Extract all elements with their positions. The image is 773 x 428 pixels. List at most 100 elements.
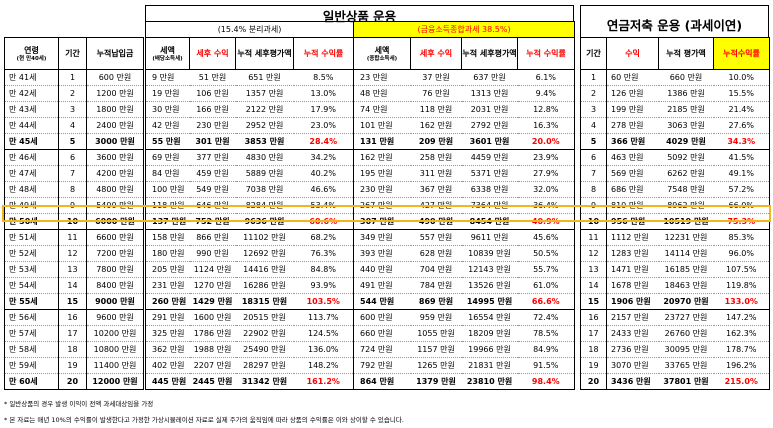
cell-c1: 14416 만원 [235, 261, 294, 278]
cell-pr: 278 만원 [606, 117, 659, 134]
cell-pr: 60 만원 [606, 69, 659, 86]
table-row: 4 278 만원 3063 만원 27.6% [580, 117, 770, 134]
cell-paid: 6000 만원 [86, 213, 144, 230]
cell-age: 만 56세 [4, 309, 59, 326]
cell-c1: 2952 만원 [235, 117, 294, 134]
cell-r1: 103.5% [293, 293, 355, 310]
cell-r2: 84.9% [517, 341, 576, 358]
table-row: 만 55세 15 9000 만원 [4, 293, 144, 310]
cell-prr: 215.0% [713, 373, 770, 390]
cell-paid: 9600 만원 [86, 309, 144, 326]
cell-c1: 20515 만원 [235, 309, 294, 326]
cell-t1: 55 만원 [145, 133, 190, 150]
cell-pn: 1 [580, 69, 607, 86]
cell-t1: 402 만원 [145, 357, 190, 374]
cell-c2: 6338 만원 [461, 181, 518, 198]
cell-age: 만 42세 [4, 85, 59, 102]
cell-pn: 4 [580, 117, 607, 134]
table-row: 만 50세 10 6000 만원 [4, 213, 144, 230]
cell-prr: 57.2% [713, 181, 770, 198]
table-row: 180 만원 990 만원 12692 만원 76.3% 393 만원 628 만원 108… [145, 245, 576, 262]
cell-c2: 19966 만원 [461, 341, 518, 358]
table-row: 158 만원 866 만원 11102 만원 68.2% 349 만원 557 만원 961… [145, 229, 576, 246]
cell-paid: 5400 만원 [86, 197, 144, 214]
cell-prr: 15.5% [713, 85, 770, 102]
cell-t1: 158 만원 [145, 229, 190, 246]
cell-a2: 1055 만원 [410, 325, 462, 342]
cell-a1: 1600 만원 [189, 309, 236, 326]
cell-pc: 37801 만원 [658, 373, 714, 390]
cell-r1: 113.7% [293, 309, 355, 326]
cell-paid: 10200 만원 [86, 325, 144, 342]
cell-pn: 20 [580, 373, 607, 390]
cell-t2: 267 만원 [353, 197, 411, 214]
age-header: 연령 (현 만40세) [4, 37, 59, 70]
cell-pc: 30095 만원 [658, 341, 714, 358]
cell-a1: 2445 만원 [189, 373, 236, 390]
table-row: 6 463 만원 5092 만원 41.5% [580, 149, 770, 166]
cell-a2: 784 만원 [410, 277, 462, 294]
cell-pr: 463 만원 [606, 149, 659, 166]
cell-age: 만 41세 [4, 69, 59, 86]
table-row: 13 1471 만원 16185 만원 107.5% [580, 261, 770, 278]
after-tax-header-2: 세후 수익 [410, 37, 463, 70]
cell-c2: 1313 만원 [461, 85, 518, 102]
table-row: 만 41세 1 600 만원 [4, 69, 144, 86]
cell-paid: 1200 만원 [86, 85, 144, 102]
cell-age: 만 58세 [4, 341, 59, 358]
tax-header-2: 세액 (종합소득세) [353, 37, 412, 70]
cell-a1: 301 만원 [189, 133, 236, 150]
cell-c1: 16286 만원 [235, 277, 294, 294]
cell-pn: 19 [580, 357, 607, 374]
cell-r1: 93.9% [293, 277, 355, 294]
cell-n: 4 [58, 117, 87, 134]
cell-r2: 6.1% [517, 69, 576, 86]
cell-t2: 74 만원 [353, 101, 411, 118]
table-row: 11 1112 만원 12231 만원 85.3% [580, 229, 770, 246]
cum-after-header-2: 누적 세후평가액 [461, 37, 519, 70]
cell-r1: 17.9% [293, 101, 355, 118]
cell-a1: 1124 만원 [189, 261, 236, 278]
cell-a2: 628 만원 [410, 245, 462, 262]
cell-a2: 490 만원 [410, 213, 462, 230]
cell-r2: 9.4% [517, 85, 576, 102]
cell-age: 만 45세 [4, 133, 59, 150]
cell-r1: 40.2% [293, 165, 355, 182]
cell-n: 12 [58, 245, 87, 262]
cell-pn: 18 [580, 341, 607, 358]
cell-t2: 724 만원 [353, 341, 411, 358]
table-row: 만 52세 12 7200 만원 [4, 245, 144, 262]
cell-prr: 27.6% [713, 117, 770, 134]
table-row: 만 46세 6 3600 만원 [4, 149, 144, 166]
cell-c1: 28297 만원 [235, 357, 294, 374]
cell-pc: 18463 만원 [658, 277, 714, 294]
cell-n: 14 [58, 277, 87, 294]
table-row: 만 47세 7 4200 만원 [4, 165, 144, 182]
cell-r2: 78.5% [517, 325, 576, 342]
table-row: 19 3070 만원 33765 만원 196.2% [580, 357, 770, 374]
cell-r2: 12.8% [517, 101, 576, 118]
cell-t2: 491 만원 [353, 277, 411, 294]
table-row: 만 58세 18 10800 만원 [4, 341, 144, 358]
cell-paid: 1800 만원 [86, 101, 144, 118]
table-row: 3 199 만원 2185 만원 21.4% [580, 101, 770, 118]
table-row: 10 956 만원 10519 만원 75.3% [580, 213, 770, 230]
age-header-label: 연령 [24, 45, 39, 55]
cell-r1: 84.8% [293, 261, 355, 278]
cell-r2: 98.4% [517, 373, 576, 390]
cell-r1: 76.3% [293, 245, 355, 262]
pension-period-header: 기간 [580, 37, 607, 70]
cell-r2: 23.9% [517, 149, 576, 166]
cumulative-header: 누적납입금 [86, 37, 144, 70]
cell-t2: 660 만원 [353, 325, 411, 342]
table-row: 12 1283 만원 14114 만원 96.0% [580, 245, 770, 262]
cell-c2: 21831 만원 [461, 357, 518, 374]
cell-prr: 162.3% [713, 325, 770, 342]
cell-t1: 118 만원 [145, 197, 190, 214]
cell-t2: 48 만원 [353, 85, 411, 102]
cell-t2: 101 만원 [353, 117, 411, 134]
cell-c1: 5889 만원 [235, 165, 294, 182]
table-row: 205 만원 1124 만원 14416 만원 84.8% 440 만원 704 만원 12… [145, 261, 576, 278]
cell-c2: 7364 만원 [461, 197, 518, 214]
cell-age: 만 60세 [4, 373, 59, 390]
